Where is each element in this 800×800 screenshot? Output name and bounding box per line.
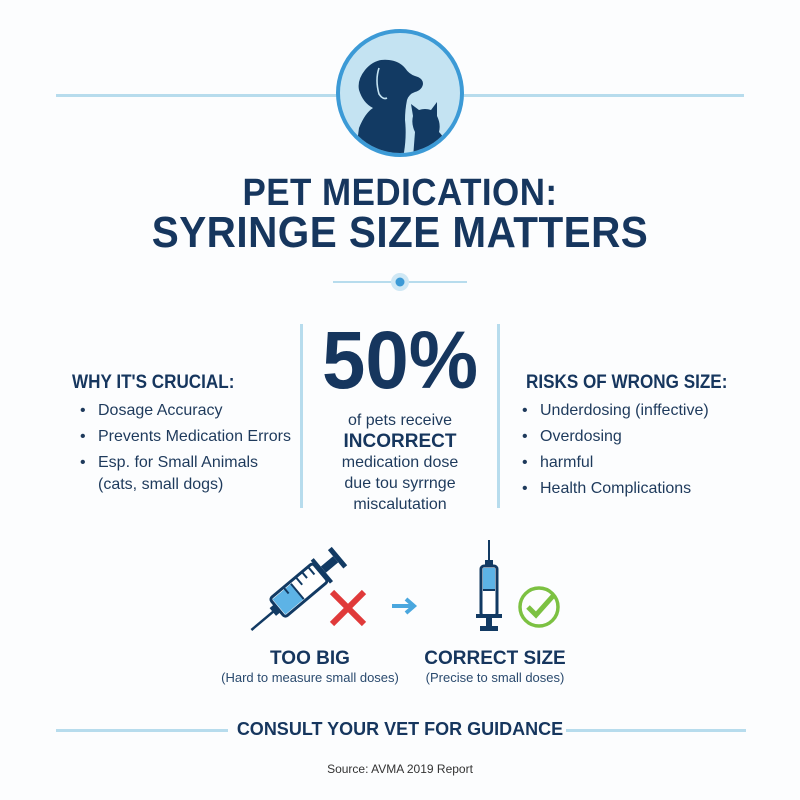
stat-line3: due tou syrrnge	[344, 475, 456, 492]
header-rule-right	[459, 94, 744, 97]
risks-list: Underdosing (inffective) Overdosing harm…	[518, 398, 709, 502]
title-divider-ornament	[333, 272, 467, 292]
stat-value: 50%	[322, 315, 478, 406]
correct-size-subtext: (Precise to small doses)	[425, 670, 565, 685]
list-item-continuation: (cats, small dogs)	[98, 476, 224, 493]
stat-line4: miscalutation	[353, 496, 447, 513]
stat-line1: of pets receive	[347, 412, 453, 429]
header-rule-left	[56, 94, 341, 97]
red-x-icon	[328, 588, 368, 628]
list-item: Prevents Medication Errors	[76, 424, 291, 450]
list-item: Health Complications	[518, 476, 709, 502]
list-item: Esp. for Small Animals	[76, 450, 291, 476]
stat-description: of pets receive INCORRECT medication dos…	[303, 410, 497, 515]
why-crucial-heading: WHY IT'S CRUCIAL:	[72, 372, 235, 393]
stat-emphasis: INCORRECT	[343, 431, 457, 452]
green-check-icon	[517, 585, 561, 629]
too-big-subtext: (Hard to measure small doses)	[221, 670, 399, 685]
footer-rule-left	[56, 729, 228, 732]
too-big-label: TOO BIG	[270, 648, 350, 669]
dog-and-cat-logo-icon	[335, 28, 465, 158]
why-crucial-list: Dosage Accuracy Prevents Medication Erro…	[76, 398, 291, 476]
arrow-right-icon	[392, 596, 418, 616]
list-item: harmful	[518, 450, 709, 476]
consult-vet-cta: CONSULT YOUR VET FOR GUIDANCE	[236, 719, 564, 739]
list-item: Dosage Accuracy	[76, 398, 291, 424]
footer-rule-right	[566, 729, 746, 732]
list-item: Underdosing (inffective)	[518, 398, 709, 424]
large-syringe-icon	[245, 535, 365, 635]
column-divider-left	[300, 324, 303, 508]
small-syringe-icon	[474, 540, 504, 632]
column-divider-right	[497, 324, 500, 508]
page-title-line2: SYRINGE SIZE MATTERS	[151, 208, 649, 257]
source-citation: Source: AVMA 2019 Report	[327, 762, 473, 776]
correct-size-label: CORRECT SIZE	[424, 648, 566, 669]
page-title-line1: PET MEDICATION:	[242, 172, 558, 214]
stat-line2: medication dose	[341, 454, 459, 471]
risks-heading: RISKS OF WRONG SIZE:	[526, 372, 728, 393]
list-item: Overdosing	[518, 424, 709, 450]
